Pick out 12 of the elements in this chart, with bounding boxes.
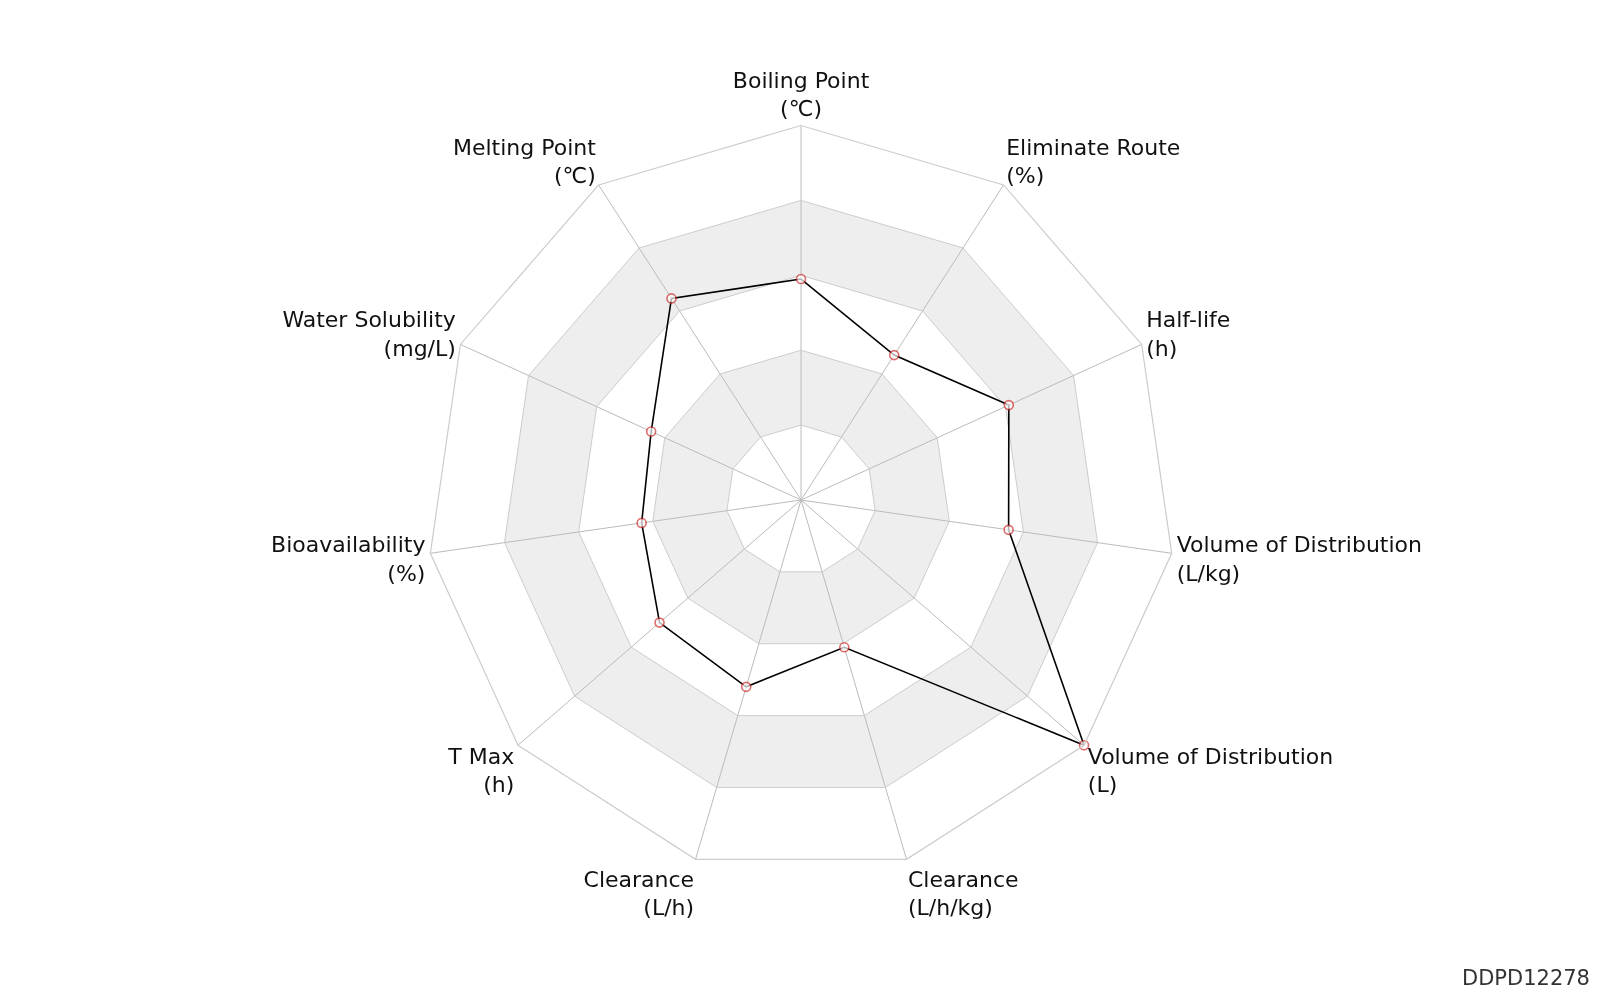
spoke-label: Volume of Distribution (L): [1087, 743, 1334, 798]
spoke-label: Half-life (h): [1146, 307, 1231, 361]
spoke-label: Boiling Point (℃): [732, 67, 870, 122]
spoke-label: Volume of Distribution (L/kg): [1176, 532, 1423, 587]
spoke-label: T Max (h): [447, 743, 515, 798]
spoke-label: Clearance (L/h/kg): [907, 866, 1019, 921]
text: DDPD12278: [1462, 966, 1590, 990]
spoke-label: Bioavailability (%): [271, 532, 426, 587]
spoke-label: Clearance (L/h): [583, 866, 695, 921]
spoke-label: Melting Point (℃): [452, 134, 597, 189]
spoke-label: Eliminate Route (%): [1006, 134, 1181, 189]
spoke-label: Water Solubility (mg/L): [282, 307, 456, 361]
